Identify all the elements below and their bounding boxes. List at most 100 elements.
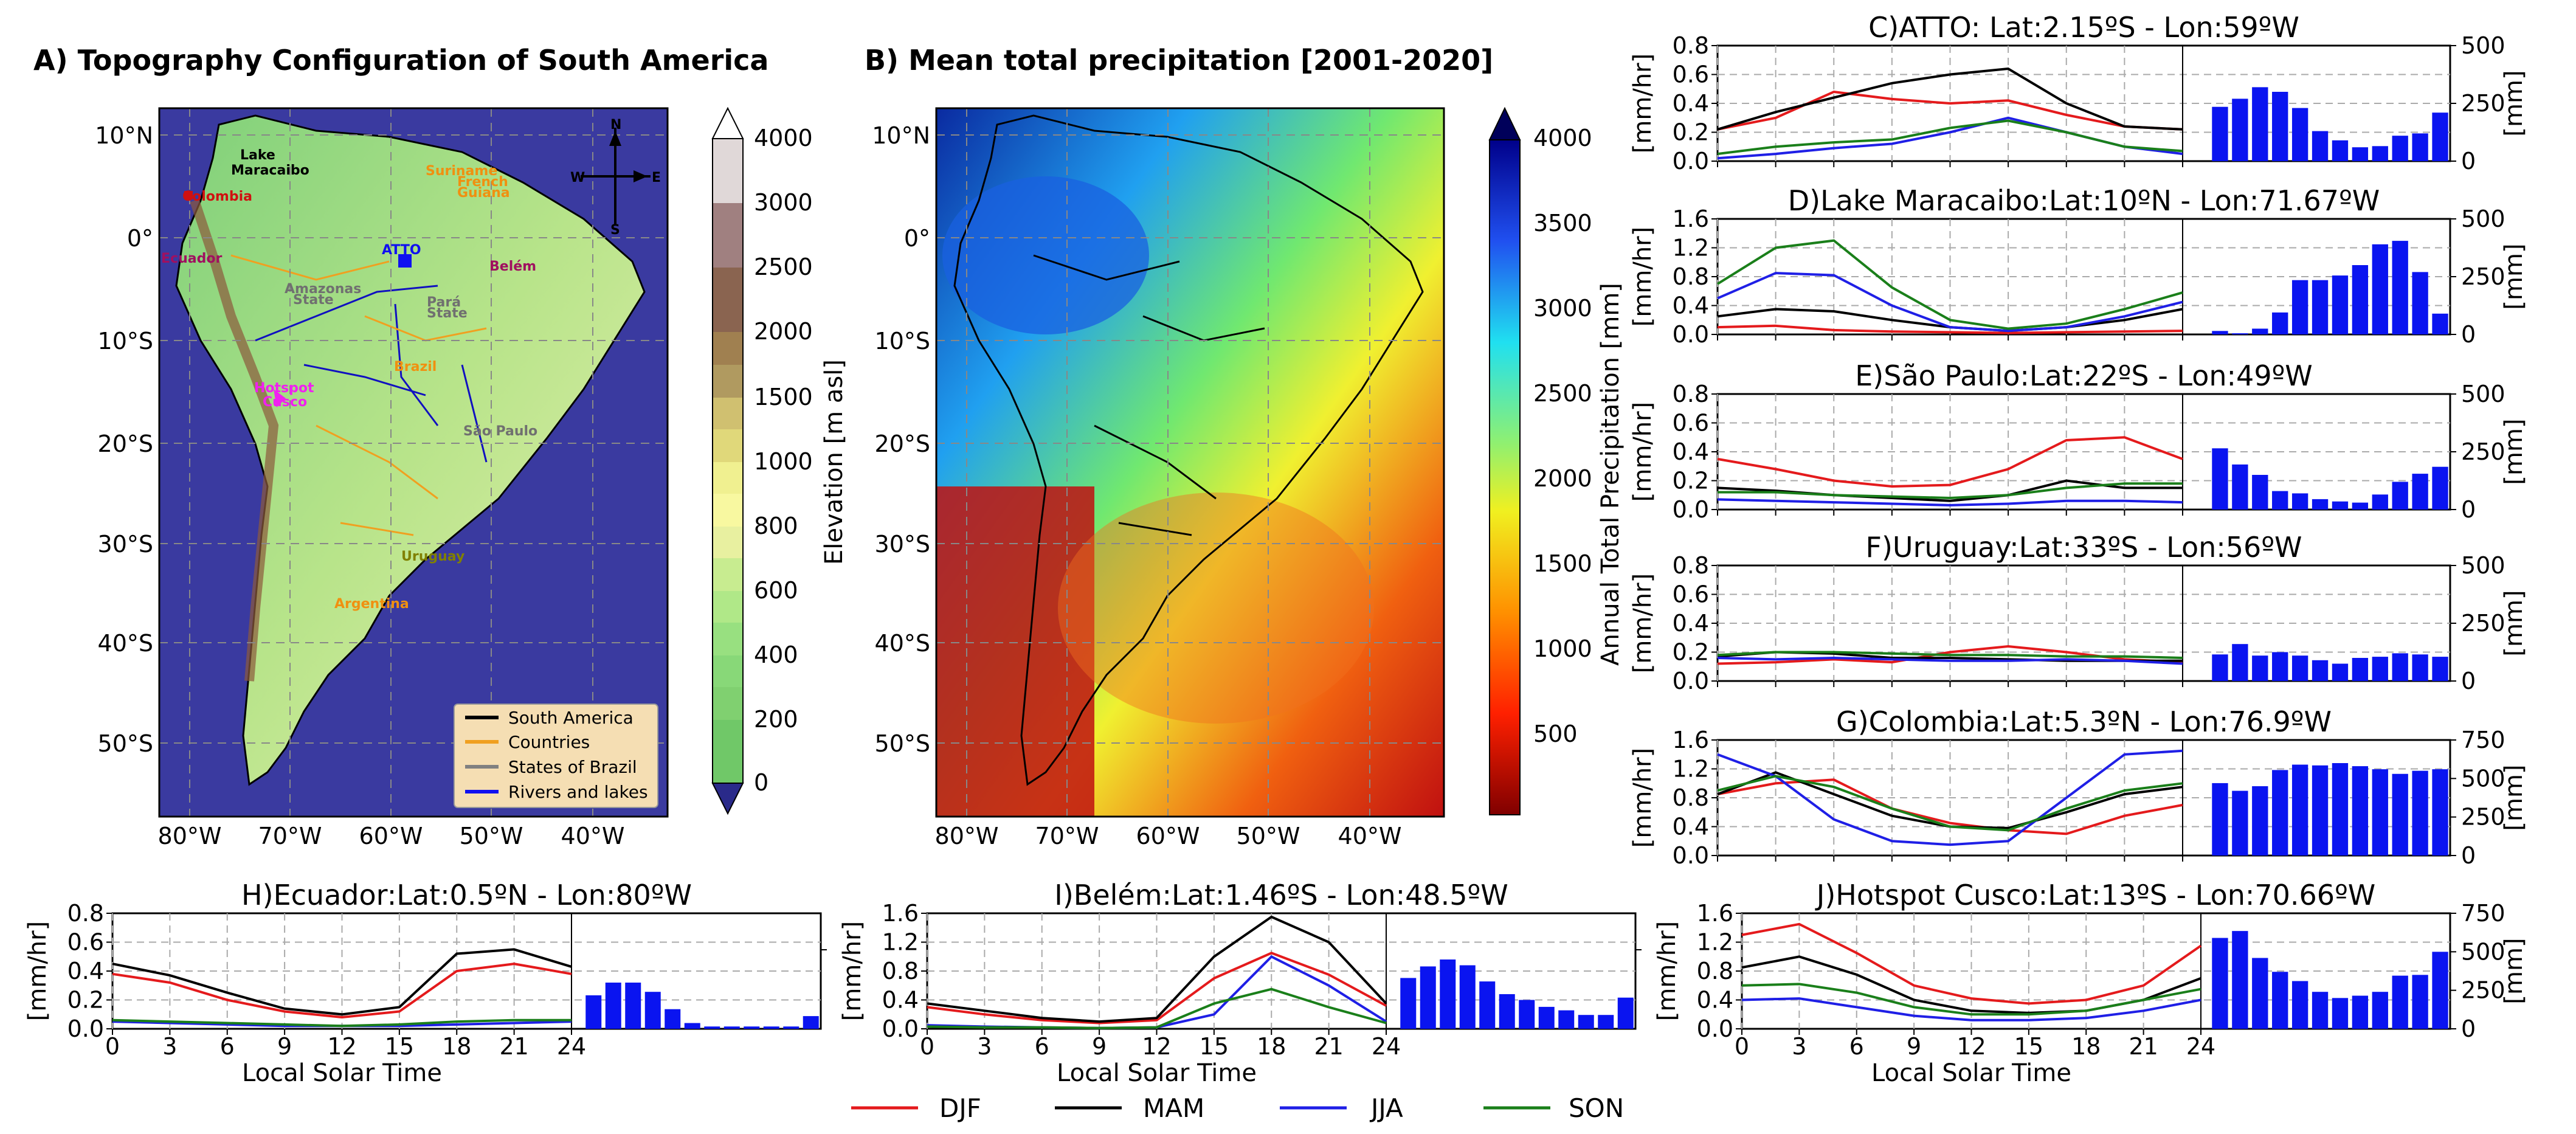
monthly-bar <box>2212 106 2228 161</box>
place-label: Colombia <box>182 189 252 204</box>
lat-label: 20°S <box>98 430 153 457</box>
cb-tick: 400 <box>754 641 798 668</box>
lon-label: 50°W <box>1237 823 1300 849</box>
series-line-son <box>927 987 1387 1029</box>
y-axis-label: [mm/hr] <box>1629 227 1657 327</box>
map-a-legend: South America Countries States of Brazil… <box>454 704 658 808</box>
compass-rose: N S W E <box>570 117 661 238</box>
monthly-bar <box>2352 502 2369 510</box>
season-legend: DJF MAM JJA SON <box>851 1093 1624 1123</box>
monthly-bar <box>2352 766 2369 856</box>
y2-tick-label: 250 <box>2461 263 2505 290</box>
monthly-bar <box>1459 965 1476 1029</box>
monthly-bar <box>2432 466 2448 510</box>
monthly-bar <box>2372 146 2388 161</box>
monthly-bar <box>2232 644 2248 681</box>
x-tick-label: 3 <box>1792 1033 1806 1060</box>
place-label: Uruguay <box>401 549 464 564</box>
monthly-bar <box>1440 959 1456 1029</box>
cusco-marker <box>274 389 286 407</box>
elevation-label: Elevation [m asl] <box>820 359 848 565</box>
panel-title: F)Uruguay:Lat:33ºS - Lon:56ºW <box>1866 531 2302 564</box>
y-tick-label: 0.0 <box>1673 321 1709 348</box>
monthly-bar <box>2412 133 2428 161</box>
monthly-bar <box>704 1026 720 1029</box>
y-tick-label: 0.0 <box>1673 496 1709 523</box>
diurnal-panels: C)ATTO: Lat:2.15ºS - Lon:59ºW0.00.20.40.… <box>24 11 2528 1087</box>
x-tick-label: 18 <box>2071 1033 2101 1060</box>
x-tick-label: 6 <box>1035 1033 1049 1060</box>
cb-tick: 1000 <box>1533 635 1592 662</box>
monthly-bar <box>2252 958 2268 1029</box>
monthly-bar <box>2232 931 2248 1029</box>
monthly-bar <box>2272 770 2288 856</box>
monthly-bar <box>2332 275 2349 334</box>
y2-tick-label: 0 <box>2461 321 2476 348</box>
monthly-bar <box>2212 783 2228 856</box>
cb-tick: 800 <box>754 513 798 539</box>
monthly-bar <box>2252 475 2268 510</box>
y-axis-label: [mm/hr] <box>1629 748 1657 848</box>
y2-axis-label: [mm] <box>2500 418 2528 485</box>
x-tick-label: 24 <box>2186 1033 2215 1060</box>
y2-axis-label: [mm] <box>2500 764 2528 831</box>
y-tick-label: 0.8 <box>1673 552 1709 579</box>
y-tick-label: 0.8 <box>67 900 104 927</box>
monthly-bar <box>2392 136 2408 161</box>
monthly-bar <box>2232 790 2248 856</box>
x-tick-label: 0 <box>1735 1033 1749 1060</box>
series-line-son <box>1741 983 2201 1016</box>
x-tick-label: 0 <box>920 1033 934 1060</box>
monthly-bar <box>2291 280 2308 334</box>
diurnal-panel: G)Colombia:Lat:5.3ºN - Lon:76.9ºW 0.00.4 0… <box>1629 705 2528 869</box>
legend-label: States of Brazil <box>508 757 637 777</box>
x-axis-label: Local Solar Time <box>242 1059 442 1087</box>
y-tick-label: 0.0 <box>1673 668 1709 694</box>
series-line-jja <box>1717 749 2183 846</box>
y-tick-label: 0.0 <box>1697 1015 1733 1042</box>
precip-label: Annual Total Precipitation [mm] <box>1597 283 1625 666</box>
y2-tick-label: 0 <box>2461 668 2476 694</box>
panel-title: H)Ecuador:Lat:0.5ºN - Lon:80ºW <box>241 879 692 911</box>
lat-label: 10°S <box>98 328 153 354</box>
lat-label: 10°N <box>872 122 930 149</box>
monthly-bar <box>2412 474 2428 510</box>
lat-label: 50°S <box>875 730 930 757</box>
monthly-bar <box>2352 995 2369 1029</box>
cb-tick: 600 <box>754 577 798 604</box>
monthly-bar <box>2232 99 2248 161</box>
series-line-son <box>1716 239 2183 330</box>
y-tick-label: 0.4 <box>67 958 104 984</box>
x-tick-label: 12 <box>1956 1033 1986 1060</box>
precip-colorbar: 500 1000 1500 2000 2500 3000 3500 4000 A… <box>1488 106 1625 815</box>
monthly-bar <box>2432 952 2448 1029</box>
legend-label: Countries <box>508 732 590 752</box>
y-tick-label: 0.8 <box>1697 958 1733 984</box>
lon-label: 60°W <box>1136 823 1200 849</box>
y-tick-label: 0.4 <box>1673 438 1709 465</box>
lon-label: 40°W <box>561 823 625 849</box>
monthly-bar <box>585 995 602 1029</box>
x-tick-label: 6 <box>1849 1033 1864 1060</box>
series-line-son <box>1717 119 2183 156</box>
map-b-coastline <box>953 114 1424 786</box>
monthly-bar <box>2392 653 2408 681</box>
map-b-lat-labels: 10°N 0° 10°S 20°S 30°S 40°S 50°S <box>872 122 930 757</box>
cb-tick: 3000 <box>1533 295 1592 322</box>
legend-label-mam: MAM <box>1143 1093 1204 1123</box>
y-tick-label: 0.2 <box>1673 468 1709 494</box>
x-tick-label: 18 <box>1257 1033 1286 1060</box>
y-axis-label: [mm/hr] <box>1629 573 1657 673</box>
monthly-bar <box>2412 272 2428 334</box>
cb-tick: 500 <box>1533 721 1578 747</box>
map-b-gridlines <box>936 108 1444 817</box>
monthly-bar <box>2412 654 2428 681</box>
monthly-bar <box>2332 663 2349 681</box>
diurnal-panel: E)São Paulo:Lat:22ºS - Lon:49ºW 0.00.2 0.4… <box>1629 359 2528 523</box>
monthly-bar <box>723 1026 740 1029</box>
map-a-lat-labels: 10°N 0° 10°S 20°S 30°S 40°S 50°S <box>95 122 153 757</box>
map-a-panel: A) Topography Configuration of South Ame… <box>33 44 848 849</box>
diurnal-panel: D)Lake Maracaibo:Lat:10ºN - Lon:71.67ºW 0… <box>1629 184 2528 348</box>
y-tick-label: 0.4 <box>1697 987 1733 1014</box>
y-tick-label: 0.8 <box>1673 381 1709 407</box>
